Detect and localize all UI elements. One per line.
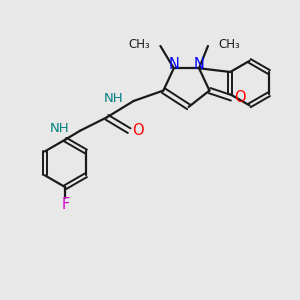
Text: NH: NH xyxy=(103,92,123,105)
Text: CH₃: CH₃ xyxy=(218,38,240,51)
Text: O: O xyxy=(132,123,143,138)
Text: N: N xyxy=(194,57,205,72)
Text: O: O xyxy=(234,91,246,106)
Text: N: N xyxy=(168,57,179,72)
Text: CH₃: CH₃ xyxy=(128,38,150,51)
Text: NH: NH xyxy=(50,122,70,135)
Text: F: F xyxy=(61,197,69,212)
